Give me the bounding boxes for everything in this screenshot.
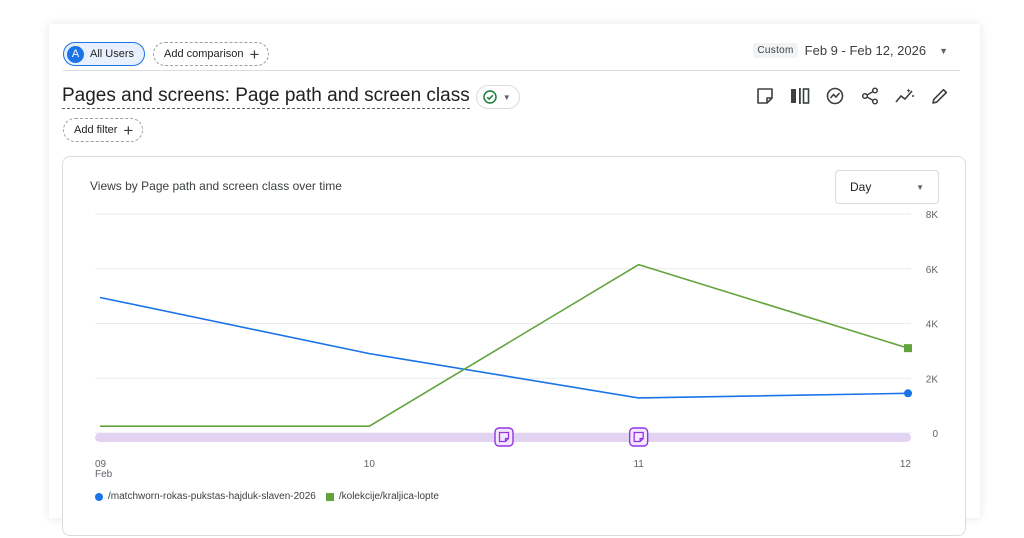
plus-icon: + xyxy=(249,44,260,64)
legend-item[interactable]: /kolekcije/kraljica-lopte xyxy=(325,491,439,502)
x-tick-label: 09 xyxy=(95,459,107,470)
series-line-2 xyxy=(100,263,909,427)
report-card: A All Users Add comparison + Custom Feb … xyxy=(49,24,980,536)
plus-icon: + xyxy=(123,120,134,140)
annotation-note-icon[interactable] xyxy=(494,427,514,447)
date-range-picker[interactable]: Custom Feb 9 - Feb 12, 2026 ▼ xyxy=(753,43,948,58)
legend-swatch xyxy=(95,492,103,501)
header-divider xyxy=(63,70,960,71)
x-tick-label: 12 xyxy=(900,459,912,470)
chart-legend: /matchworn-rokas-pukstas-hajduk-slaven-2… xyxy=(95,491,439,502)
chevron-down-icon: ▼ xyxy=(939,45,948,56)
legend-label: /kolekcije/kraljica-lopte xyxy=(338,491,439,502)
report-status-button[interactable]: ▼ xyxy=(475,85,520,109)
note-icon[interactable] xyxy=(755,86,775,106)
legend-swatch xyxy=(325,492,334,501)
chart-panel: Views by Page path and screen class over… xyxy=(62,156,966,536)
granularity-select[interactable]: Day ▼ xyxy=(835,170,939,204)
y-tick-label: 6K xyxy=(926,265,939,276)
y-tick-label: 0 xyxy=(932,429,938,440)
trend-icon[interactable] xyxy=(895,86,915,106)
annotation-note-icon[interactable] xyxy=(628,427,649,447)
segment-label: All Users xyxy=(90,48,135,60)
chart-title: Views by Page path and screen class over… xyxy=(90,179,342,193)
y-tick-label: 8K xyxy=(926,210,939,221)
granularity-value: Day xyxy=(850,180,872,194)
compare-columns-icon[interactable] xyxy=(790,86,810,106)
edit-pencil-icon[interactable] xyxy=(930,86,950,106)
series-end-marker xyxy=(904,344,912,353)
insights-icon[interactable] xyxy=(825,86,845,106)
report-toolbar xyxy=(755,86,950,106)
date-range-value: Feb 9 - Feb 12, 2026 xyxy=(804,43,927,58)
x-tick-sublabel: Feb xyxy=(95,469,113,480)
comparison-bar: A All Users Add comparison + xyxy=(63,41,270,67)
add-filter-label: Add filter xyxy=(74,124,118,136)
add-comparison-button[interactable]: Add comparison + xyxy=(153,42,270,66)
series-line-1 xyxy=(99,296,909,399)
series-end-marker xyxy=(904,389,912,398)
x-tick-label: 11 xyxy=(633,459,644,470)
legend-item[interactable]: /matchworn-rokas-pukstas-hajduk-slaven-2… xyxy=(95,491,316,502)
page-title[interactable]: Pages and screens: Page path and screen … xyxy=(62,85,470,109)
segment-chip-all-users[interactable]: A All Users xyxy=(63,42,146,66)
date-range-badge: Custom xyxy=(753,43,798,58)
chevron-down-icon: ▼ xyxy=(916,182,924,192)
y-tick-label: 2K xyxy=(926,374,939,385)
add-comparison-label: Add comparison xyxy=(164,48,244,60)
share-icon[interactable] xyxy=(860,86,880,106)
check-circle-icon xyxy=(482,90,497,104)
legend-label: /matchworn-rokas-pukstas-hajduk-slaven-2… xyxy=(108,491,316,502)
segment-avatar: A xyxy=(67,45,84,63)
chevron-down-icon: ▼ xyxy=(502,92,511,102)
x-tick-label: 10 xyxy=(364,459,376,470)
report-title-row: Pages and screens: Page path and screen … xyxy=(62,85,520,109)
add-filter-button[interactable]: Add filter + xyxy=(63,118,144,142)
y-tick-label: 4K xyxy=(926,320,939,331)
